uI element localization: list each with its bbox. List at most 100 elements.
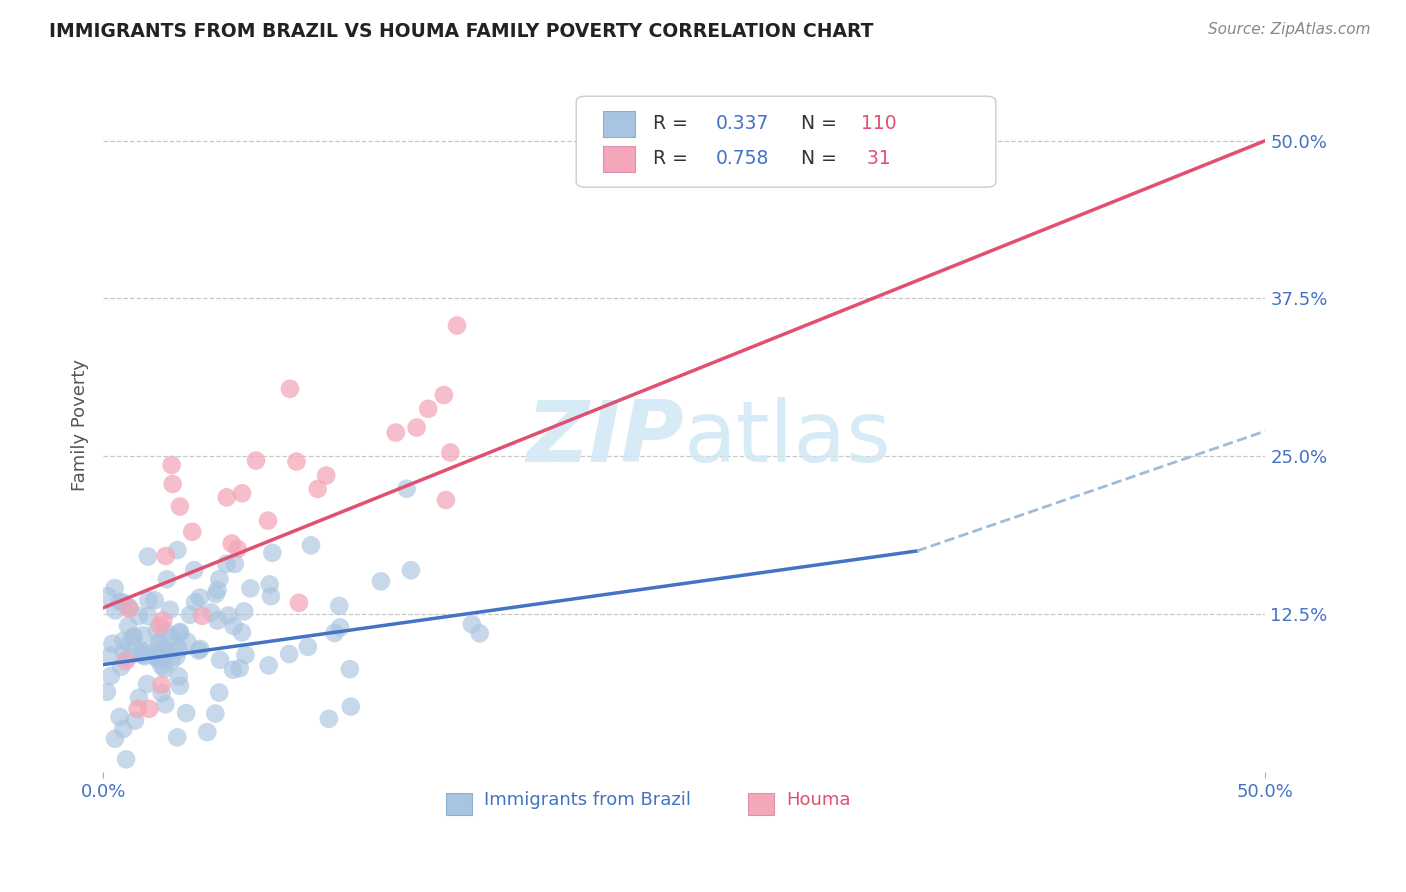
Point: [148, 635, 170, 649]
Point: [143, 593, 166, 607]
Point: [128, 690, 150, 705]
Point: [101, 637, 124, 651]
Point: [124, 714, 146, 728]
Point: [315, 468, 337, 483]
Text: 31: 31: [860, 149, 891, 169]
Point: [155, 549, 177, 563]
Point: [184, 595, 207, 609]
Point: [127, 702, 149, 716]
Point: [446, 318, 468, 333]
Point: [118, 601, 141, 615]
Point: [207, 582, 229, 597]
Point: [209, 653, 232, 667]
Text: R =: R =: [652, 149, 693, 169]
Point: [278, 382, 301, 396]
Point: [297, 640, 319, 654]
Text: atlas: atlas: [685, 397, 893, 480]
Point: [208, 685, 231, 699]
Point: [329, 620, 352, 634]
Point: [96, 685, 118, 699]
Point: [262, 546, 284, 560]
Point: [169, 626, 191, 640]
Point: [136, 549, 159, 564]
Point: [112, 722, 135, 736]
Point: [370, 574, 392, 589]
Point: [129, 647, 152, 661]
Point: [136, 593, 159, 607]
Point: [285, 454, 308, 468]
Point: [233, 604, 256, 618]
Point: [115, 599, 138, 613]
Point: [191, 608, 214, 623]
Text: IMMIGRANTS FROM BRAZIL VS HOUMA FAMILY POVERTY CORRELATION CHART: IMMIGRANTS FROM BRAZIL VS HOUMA FAMILY P…: [49, 22, 873, 41]
Point: [179, 607, 201, 622]
Point: [118, 601, 141, 615]
Point: [226, 541, 249, 556]
Point: [200, 606, 222, 620]
FancyBboxPatch shape: [748, 793, 773, 815]
Text: Houma: Houma: [786, 790, 851, 809]
Point: [166, 731, 188, 745]
Point: [468, 626, 491, 640]
Text: N =: N =: [800, 114, 842, 134]
Point: [118, 636, 141, 650]
Point: [132, 645, 155, 659]
Point: [188, 641, 211, 656]
FancyBboxPatch shape: [603, 111, 636, 137]
Point: [132, 648, 155, 662]
Point: [224, 557, 246, 571]
Point: [222, 619, 245, 633]
Point: [229, 661, 252, 675]
Point: [117, 619, 139, 633]
Point: [152, 613, 174, 627]
Point: [328, 599, 350, 613]
Point: [145, 624, 167, 638]
Point: [384, 425, 406, 440]
Point: [187, 643, 209, 657]
Y-axis label: Family Poverty: Family Poverty: [72, 359, 89, 491]
Text: Source: ZipAtlas.com: Source: ZipAtlas.com: [1208, 22, 1371, 37]
Point: [148, 636, 170, 650]
Point: [117, 650, 139, 665]
Point: [181, 524, 204, 539]
Point: [259, 577, 281, 591]
Point: [169, 679, 191, 693]
Point: [104, 581, 127, 595]
Text: 0.758: 0.758: [716, 149, 769, 169]
Point: [166, 543, 188, 558]
Point: [104, 603, 127, 617]
Point: [174, 706, 197, 720]
Point: [112, 633, 135, 648]
Point: [257, 514, 280, 528]
Point: [245, 453, 267, 467]
Point: [239, 582, 262, 596]
FancyBboxPatch shape: [603, 145, 636, 172]
Point: [257, 658, 280, 673]
Point: [146, 651, 169, 665]
Point: [461, 617, 484, 632]
Point: [167, 670, 190, 684]
Point: [155, 698, 177, 712]
Point: [156, 572, 179, 586]
Point: [207, 614, 229, 628]
Point: [217, 608, 239, 623]
Point: [399, 563, 422, 577]
Point: [149, 643, 172, 657]
Point: [188, 591, 211, 605]
Point: [100, 648, 122, 663]
Point: [215, 557, 238, 571]
Point: [165, 638, 187, 652]
Point: [176, 634, 198, 648]
FancyBboxPatch shape: [576, 96, 995, 187]
Point: [136, 677, 159, 691]
Point: [340, 699, 363, 714]
Point: [162, 477, 184, 491]
Point: [231, 486, 253, 500]
Point: [110, 660, 132, 674]
Point: [288, 596, 311, 610]
Point: [146, 652, 169, 666]
Point: [405, 420, 427, 434]
Point: [138, 702, 160, 716]
Point: [153, 624, 176, 638]
Point: [215, 491, 238, 505]
